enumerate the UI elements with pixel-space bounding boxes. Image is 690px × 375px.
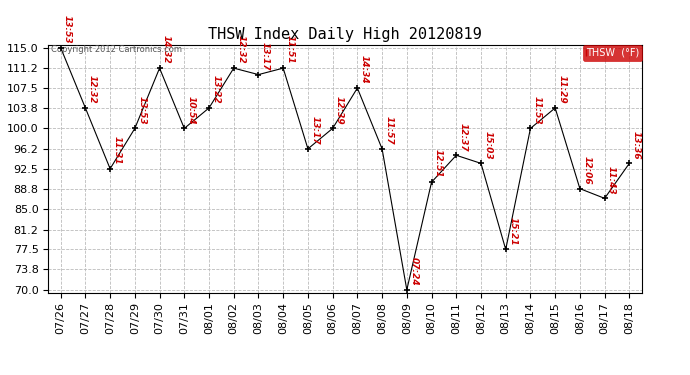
Text: 14:34: 14:34 — [359, 55, 369, 84]
Text: 12:39: 12:39 — [335, 96, 344, 124]
Text: 13:53: 13:53 — [63, 15, 72, 44]
Text: 14:32: 14:32 — [162, 35, 171, 64]
Title: THSW Index Daily High 20120819: THSW Index Daily High 20120819 — [208, 27, 482, 42]
Text: Copyright 2012 Cartronics.com: Copyright 2012 Cartronics.com — [51, 45, 182, 54]
Text: 15:21: 15:21 — [508, 217, 518, 245]
Text: 11:31: 11:31 — [112, 136, 121, 165]
Text: 12:51: 12:51 — [434, 149, 443, 178]
Text: 12:32: 12:32 — [236, 35, 245, 64]
Legend: THSW  (°F): THSW (°F) — [582, 45, 642, 61]
Text: 10:54: 10:54 — [187, 96, 196, 124]
Text: 12:32: 12:32 — [88, 75, 97, 104]
Text: 11:57: 11:57 — [384, 116, 393, 145]
Text: 11:29: 11:29 — [558, 75, 566, 104]
Text: 12:06: 12:06 — [582, 156, 591, 184]
Text: 13:22: 13:22 — [211, 75, 221, 104]
Text: 13:53: 13:53 — [137, 96, 146, 124]
Text: 15:03: 15:03 — [484, 130, 493, 159]
Text: 11:51: 11:51 — [286, 35, 295, 64]
Text: 12:37: 12:37 — [459, 123, 468, 151]
Text: 11:43: 11:43 — [607, 165, 616, 194]
Text: 11:53: 11:53 — [533, 96, 542, 124]
Text: 13:36: 13:36 — [632, 130, 641, 159]
Text: 13:17: 13:17 — [310, 116, 319, 145]
Text: 13:17: 13:17 — [261, 42, 270, 70]
Text: 07:24: 07:24 — [409, 257, 418, 286]
